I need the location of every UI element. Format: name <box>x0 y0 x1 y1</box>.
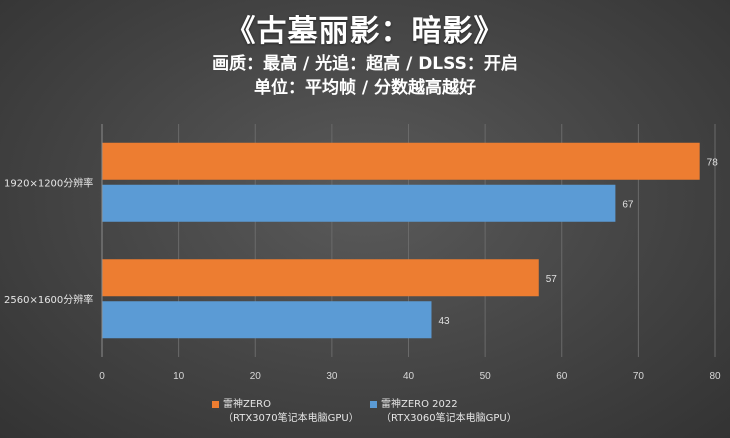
x-tick-label-30: 30 <box>326 371 338 382</box>
x-tick-label-40: 40 <box>403 371 415 382</box>
bar-2-2 <box>102 301 432 339</box>
chart-title: 《古墓丽影：暗影》 <box>225 14 505 49</box>
data-label-2-2: 43 <box>438 316 450 327</box>
legend-sublabel-series-2: （RTX3060笔记本电脑GPU） <box>381 413 517 424</box>
data-label-1-2: 57 <box>546 274 558 285</box>
x-tick-label-10: 10 <box>173 371 185 382</box>
legend-swatch-series-1 <box>212 401 219 408</box>
legend-sublabel-series-1: （RTX3070笔记本电脑GPU） <box>223 413 359 424</box>
category-label-2: 2560×1600分辨率 <box>4 293 93 306</box>
category-label-1: 1920×1200分辨率 <box>4 176 93 189</box>
x-tick-label-60: 60 <box>556 371 568 382</box>
bar-1-2 <box>102 259 539 297</box>
bar-1-1 <box>102 142 700 180</box>
x-tick-label-20: 20 <box>250 371 262 382</box>
legend-label-series-1: 雷神ZERO <box>223 399 271 410</box>
chart-subtitle-line-2: 单位：平均帧 / 分数越高越好 <box>253 78 477 98</box>
legend-label-series-2: 雷神ZERO 2022 <box>381 399 458 410</box>
x-tick-label-70: 70 <box>633 371 645 382</box>
chart-subtitle-line-1: 画质：最高 / 光追：超高 / DLSS：开启 <box>212 54 518 74</box>
x-tick-label-0: 0 <box>99 371 105 382</box>
legend-item-series-2: 雷神ZERO 2022 （RTX3060笔记本电脑GPU） <box>370 398 517 426</box>
legend-item-series-1: 雷神ZERO （RTX3070笔记本电脑GPU） <box>212 398 359 426</box>
legend-swatch-series-2 <box>370 401 377 408</box>
data-label-2-1: 67 <box>622 199 634 210</box>
bar-2-1 <box>102 184 616 222</box>
x-tick-label-80: 80 <box>709 371 721 382</box>
data-label-1-1: 78 <box>707 157 719 168</box>
x-tick-label-50: 50 <box>480 371 492 382</box>
